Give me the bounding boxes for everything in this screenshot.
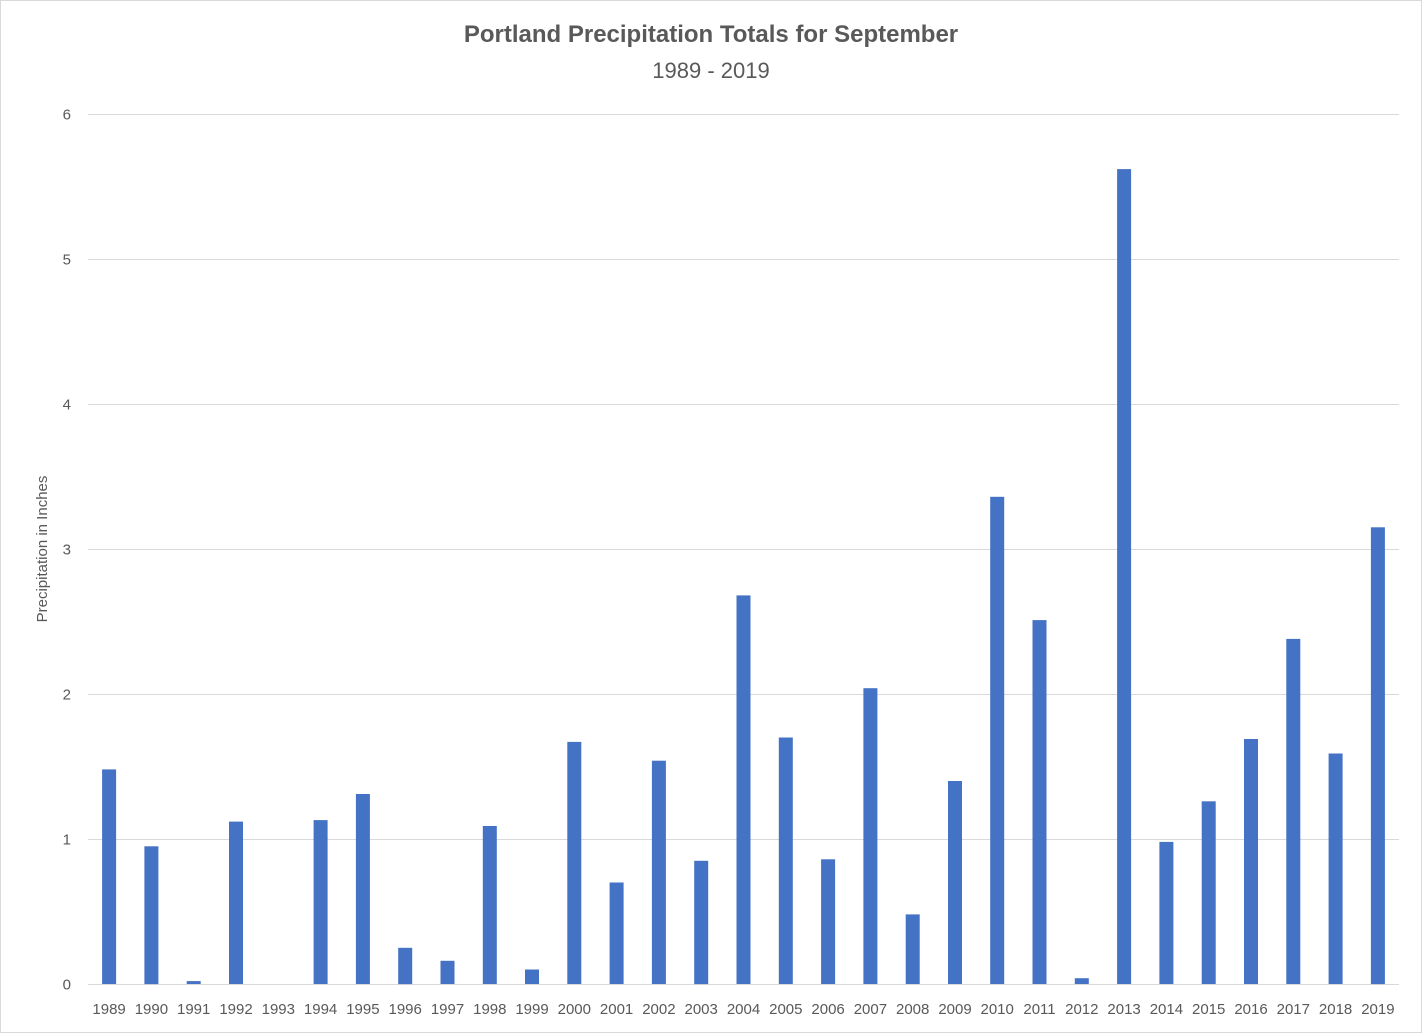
bar-1991: [186, 981, 201, 984]
bar-1995: [355, 794, 370, 984]
x-tick-label: 2002: [642, 1001, 675, 1018]
y-tick-label: 1: [63, 832, 71, 849]
bar-1998: [482, 826, 497, 984]
x-tick-label: 2018: [1319, 1001, 1352, 1018]
x-tick-label: 1992: [219, 1001, 252, 1018]
bar-2011: [1032, 620, 1047, 984]
x-axis-ticks: 1989 1990 1991 1992 1993 1994 1995 1996 1997 1998…: [92, 1001, 1394, 1018]
y-tick-label: 0: [63, 977, 71, 994]
bar-1996: [398, 947, 413, 985]
bar-2009: [948, 781, 962, 984]
y-tick-label: 5: [63, 252, 71, 269]
y-tick-label: 4: [63, 397, 71, 414]
x-tick-label: 2009: [938, 1001, 971, 1018]
chart-subtitle: 1989 - 2019: [652, 58, 770, 83]
bar-1992: [229, 821, 243, 984]
x-tick-label: 2008: [896, 1001, 929, 1018]
x-tick-label: 2016: [1234, 1001, 1267, 1018]
bar-2019: [1370, 527, 1385, 985]
bar-2012: [1074, 978, 1089, 984]
y-axis-ticks: 0 1 2 3 4 5 6: [63, 107, 71, 994]
x-tick-label: 1993: [262, 1001, 295, 1018]
bar-1989: [102, 769, 117, 984]
bar-1999: [525, 969, 539, 984]
bar-2000: [567, 741, 582, 984]
x-tick-label: 1990: [135, 1001, 168, 1018]
x-tick-label: 1995: [346, 1001, 379, 1018]
bar-1990: [144, 846, 159, 985]
x-tick-label: 2007: [854, 1001, 887, 1018]
bar-2001: [609, 882, 624, 984]
x-tick-label: 2012: [1065, 1001, 1098, 1018]
y-tick-label: 6: [63, 107, 71, 124]
bar-2007: [863, 688, 878, 984]
x-tick-label: 2017: [1277, 1001, 1310, 1018]
bar-1994: [313, 820, 328, 984]
x-tick-label: 2013: [1107, 1001, 1140, 1018]
x-tick-label: 1999: [515, 1001, 548, 1018]
x-tick-label: 2015: [1192, 1001, 1225, 1018]
bar-1997: [440, 960, 455, 984]
bar-2016: [1244, 739, 1258, 984]
bar-2018: [1328, 753, 1343, 984]
x-tick-label: 2006: [811, 1001, 844, 1018]
y-axis-label: Precipitation in Inches: [34, 476, 51, 623]
bar-2014: [1159, 841, 1174, 984]
bar-2008: [905, 914, 920, 984]
bar-2002: [651, 760, 666, 984]
y-tick-label: 2: [63, 687, 71, 704]
x-tick-label: 1998: [473, 1001, 506, 1018]
bar-2017: [1286, 638, 1301, 984]
chart-title: Portland Precipitation Totals for Septem…: [463, 21, 959, 48]
x-tick-label: 2001: [600, 1001, 633, 1018]
bar-2005: [778, 737, 793, 984]
bar-2015: [1201, 801, 1216, 984]
x-tick-label: 1991: [177, 1001, 210, 1018]
bars: [102, 169, 1385, 985]
x-tick-label: 2019: [1361, 1001, 1394, 1018]
bar-2004: [736, 595, 751, 984]
x-tick-label: 2011: [1023, 1001, 1055, 1018]
x-tick-label: 1997: [431, 1001, 464, 1018]
bar-2010: [990, 496, 1005, 984]
x-tick-label: 2003: [685, 1001, 718, 1018]
bar-2006: [821, 859, 836, 984]
x-tick-label: 2010: [981, 1001, 1014, 1018]
x-tick-label: 2004: [727, 1001, 760, 1018]
bar-2013: [1117, 169, 1132, 985]
x-tick-label: 2014: [1150, 1001, 1183, 1018]
y-tick-label: 3: [63, 542, 71, 559]
x-tick-label: 2000: [558, 1001, 591, 1018]
x-tick-label: 2005: [769, 1001, 802, 1018]
x-tick-label: 1996: [389, 1001, 422, 1018]
bar-2003: [694, 860, 709, 985]
x-tick-label: 1994: [304, 1001, 337, 1018]
x-tick-label: 1989: [92, 1001, 125, 1018]
